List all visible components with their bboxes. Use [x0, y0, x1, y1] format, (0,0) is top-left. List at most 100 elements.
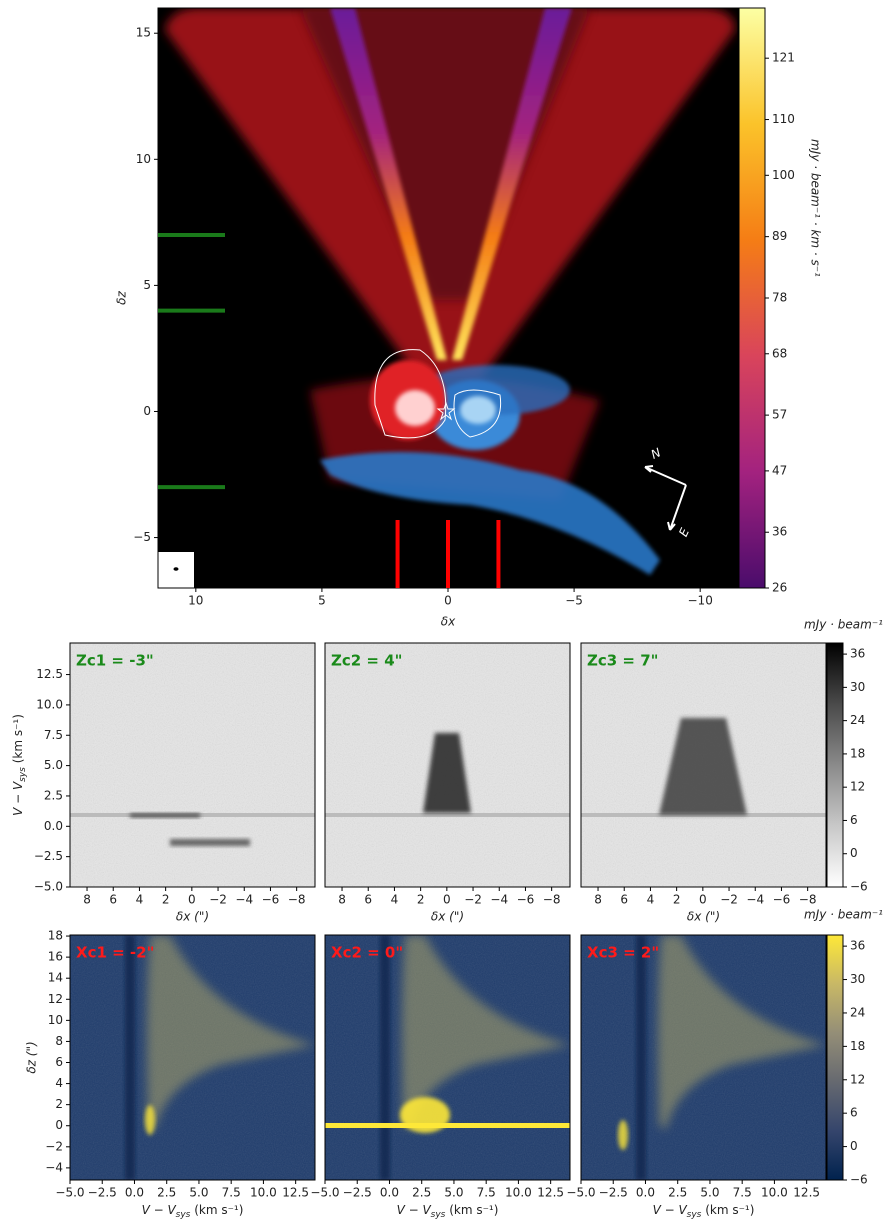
blue-tail [320, 452, 660, 575]
x-tick-label: −5.0 [55, 1186, 84, 1200]
y-tick-label: 16 [48, 950, 63, 964]
frame [69, 642, 316, 888]
y-axis-label: δz (") [25, 1041, 39, 1073]
panel: 8 6 4 2 0 −2 −4 −6 −8 Zc2 = 4" δx (") [324, 642, 571, 924]
x-axis-label-sub: sys [687, 1210, 702, 1220]
colorbar-label: mJy · beam⁻¹ [804, 618, 883, 632]
colorbar-tick-label: 68 [772, 346, 787, 360]
y-tick-label: 5 [143, 278, 151, 292]
x-tick-label: 0 [444, 594, 452, 608]
colorbar-tick-label: 36 [850, 939, 865, 953]
x-tick-label: 10.0 [505, 1186, 532, 1200]
colorbar-tick-label: 78 [772, 291, 787, 305]
image [581, 935, 826, 1180]
x-tick-label: −8 [288, 893, 306, 907]
colorbar-tick-label: 0 [850, 1139, 858, 1153]
x-tick-label: −2 [209, 893, 227, 907]
x-tick-label: 0.0 [380, 1186, 399, 1200]
x-tick-label: −4 [746, 893, 764, 907]
colorbar-tick-label: 36 [850, 647, 865, 661]
y-tick-label: 12.5 [36, 667, 63, 681]
x-axis-label: V − Vsys (km s⁻¹) [142, 1203, 244, 1220]
x-tick-label: −2.5 [599, 1186, 628, 1200]
y-tick-label: −4 [45, 1160, 63, 1174]
x-tick-label: 10 [188, 594, 203, 608]
y-tick-label: 10 [136, 152, 151, 166]
x-tick-label: 12.5 [793, 1186, 820, 1200]
bright-knot [618, 1120, 628, 1150]
x-tick-label: 2.5 [412, 1186, 431, 1200]
panel: 10 5 0 −5 −10−5051015δxδzNE26364757687889100… [115, 7, 823, 629]
y-tick-label: 14 [48, 971, 63, 985]
x-axis-label: δx [441, 615, 456, 629]
x-tick-label: 12.5 [282, 1186, 309, 1200]
panel-title: Zc2 = 4" [331, 652, 402, 670]
y-tick-label: 15 [136, 26, 151, 40]
y-tick-label: −5.0 [34, 880, 63, 894]
x-axis-label-main: V − V [142, 1203, 177, 1217]
y-tick-label: 0 [55, 1118, 63, 1132]
x-tick-label: 4 [391, 893, 399, 907]
x-tick-label: 6 [364, 893, 372, 907]
frame [324, 934, 571, 1181]
outflow-cone [659, 718, 747, 815]
x-axis-label-unit: (km s⁻¹) [701, 1203, 754, 1217]
colorbar-tick-label: 110 [772, 112, 795, 126]
x-axis-label-unit: (km s⁻¹) [190, 1203, 243, 1217]
x-tick-label: 2 [673, 893, 681, 907]
x-axis-label: V − Vsys (km s⁻¹) [397, 1203, 499, 1220]
x-tick-label: −6 [517, 893, 535, 907]
x-tick-label: 2 [162, 893, 170, 907]
x-tick-label: 0.0 [636, 1186, 655, 1200]
x-tick-label: 2.5 [157, 1186, 176, 1200]
colorbar-tick-label: 100 [772, 168, 795, 182]
x-tick-label: −2.5 [343, 1186, 372, 1200]
panel-title: Zc1 = -3" [76, 652, 154, 670]
x-tick-label: −2.5 [88, 1186, 117, 1200]
colorbar-tick-label: 47 [772, 463, 787, 477]
beam [173, 567, 179, 571]
x-axis-label: δx (") [687, 910, 720, 924]
panel: −5.0 −2.5 0.0 2.5 5.0 7.5 10.0 12.5 Xc2 = 0" V − … [310, 934, 571, 1220]
panel: 8 6 4 2 0 −2 −4 −6 −8 −5.0 −2.5 0.0 2.5 5.0 7.5 10.0 12.… [11, 642, 316, 924]
y-axis-label-sub: sys [18, 767, 28, 782]
colorbar-tick-label: 6 [850, 1106, 858, 1120]
image [70, 935, 315, 1180]
x-axis-label-unit: (km s⁻¹) [445, 1203, 498, 1217]
x-tick-label: 8 [594, 893, 602, 907]
colorbar-label: mJy · beam⁻¹ [804, 908, 883, 922]
compass-arrow [644, 465, 687, 531]
panel: −5.0 −2.5 0.0 2.5 5.0 7.5 10.0 12.5 −4 −2 0 2 4 6 8 10 1… [25, 929, 316, 1220]
colorbar-tick-label: 6 [850, 813, 858, 827]
image [158, 8, 738, 588]
x-tick-label: −5 [565, 594, 583, 608]
x-tick-label: 10.0 [761, 1186, 788, 1200]
colorbar-tick-label: −6 [850, 1173, 868, 1187]
x-tick-label: 7.5 [733, 1186, 752, 1200]
contour [453, 389, 502, 438]
x-tick-label: −10 [688, 594, 713, 608]
y-tick-label: 5.0 [44, 758, 63, 772]
y-axis-label: δz [115, 290, 129, 304]
absorption-lane [636, 935, 646, 1180]
absorption-lane [125, 935, 135, 1180]
x-tick-label: −4 [235, 893, 253, 907]
outflow-fan [146, 935, 315, 1130]
y-tick-label: −2 [45, 1139, 63, 1153]
colorbar-tick-label: 24 [850, 713, 865, 727]
red-core [395, 390, 435, 426]
x-tick-label: 10.0 [250, 1186, 277, 1200]
x-axis-label-sub: sys [176, 1210, 191, 1220]
x-tick-label: 5.0 [444, 1186, 463, 1200]
x-tick-label: −4 [490, 893, 508, 907]
outflow-fan [657, 935, 826, 1130]
y-tick-label: 0.0 [44, 819, 63, 833]
colorbar-tick-label: 26 [772, 581, 787, 595]
colorbar [826, 642, 844, 888]
y-tick-label: 2.5 [44, 788, 63, 802]
x-tick-label: −2 [720, 893, 738, 907]
panel-title: Xc3 = 2" [587, 944, 659, 962]
y-tick-label: 8 [55, 1034, 63, 1048]
image [325, 935, 570, 1180]
